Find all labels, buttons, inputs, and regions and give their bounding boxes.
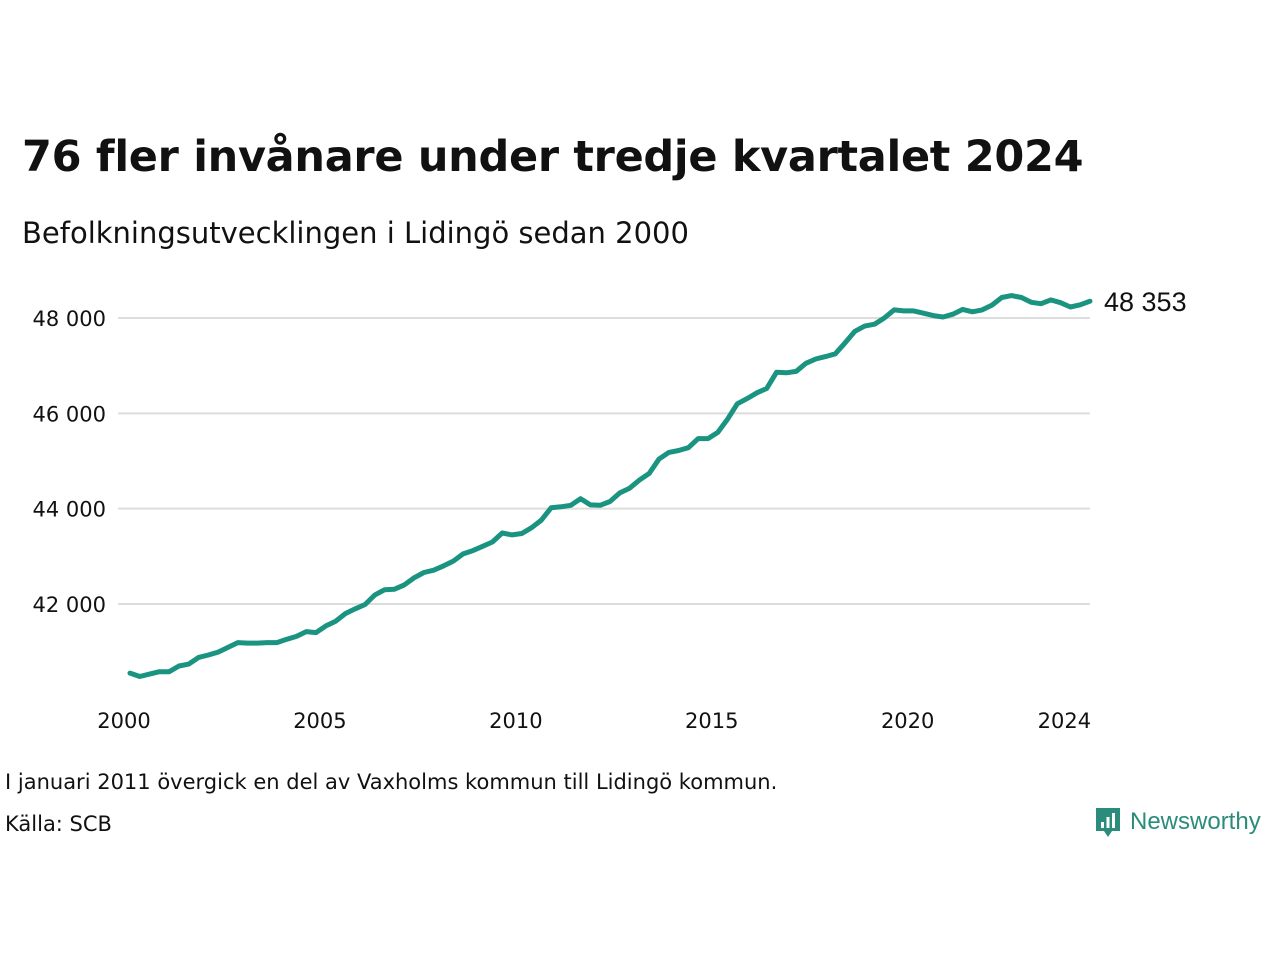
- series-layer: [127, 293, 1093, 679]
- x-axis-ticks: 2000 2005 2010 2015 2020 2024: [97, 709, 1091, 733]
- y-tick-label: 44 000: [33, 498, 106, 522]
- gridlines: [118, 317, 1090, 605]
- chart-title: 76 fler invånare under tredje kvartalet …: [22, 132, 1084, 182]
- x-tick-label: 2015: [685, 709, 738, 733]
- x-tick-label: 2005: [293, 709, 346, 733]
- x-tick-label: 2024: [1038, 709, 1091, 733]
- chart-subtitle: Befolkningsutvecklingen i Lidingö sedan …: [22, 216, 689, 250]
- x-tick-label: 2020: [881, 709, 934, 733]
- end-value-label: 48 353: [1104, 287, 1187, 317]
- line-chart: 42 000 44 000 46 000 48 000 2000 2005 2010 201…: [33, 287, 1187, 733]
- newsworthy-logo-icon: [1096, 808, 1120, 837]
- source-credit: Källa: SCB: [5, 812, 112, 836]
- footnote: I januari 2011 övergick en del av Vaxhol…: [5, 770, 778, 794]
- end-label-layer: 48 353: [1104, 287, 1187, 317]
- population-line: [127, 293, 1093, 679]
- y-tick-label: 42 000: [33, 593, 106, 617]
- x-tick-label: 2000: [97, 709, 150, 733]
- newsworthy-logo: Newsworthy: [1094, 806, 1261, 838]
- x-tick-label: 2010: [489, 709, 542, 733]
- y-tick-label: 46 000: [33, 402, 106, 426]
- newsworthy-wordmark: Newsworthy: [1130, 808, 1261, 835]
- y-tick-label: 48 000: [33, 307, 106, 331]
- y-axis-ticks: 42 000 44 000 46 000 48 000: [33, 307, 106, 617]
